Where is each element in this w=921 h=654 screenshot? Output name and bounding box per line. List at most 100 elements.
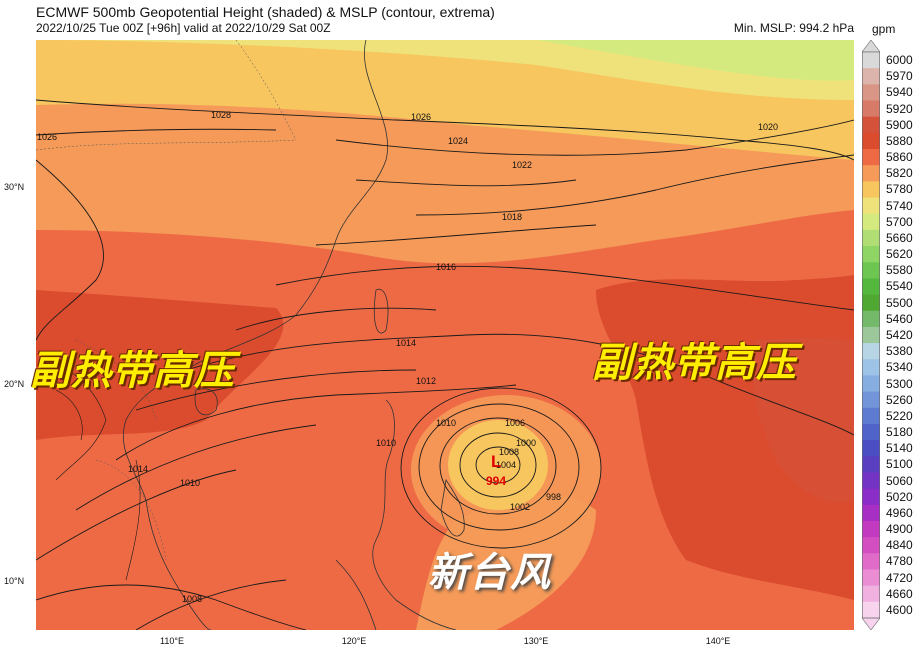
isobars xyxy=(36,99,854,630)
colorbar-tick-label: 5620 xyxy=(886,247,913,262)
band-5880-west xyxy=(36,290,284,440)
colorbar-cap-top xyxy=(861,39,881,53)
colorbar-swatch xyxy=(862,278,880,296)
colorbar-swatch xyxy=(862,423,880,441)
colorbar-swatch xyxy=(862,294,880,312)
colorbar-swatch xyxy=(862,488,880,506)
colorbar-tick-label: 5060 xyxy=(886,473,913,488)
isobar-label: 1008 xyxy=(182,594,203,604)
colorbar-swatch xyxy=(862,132,880,150)
lat-label: 20°N xyxy=(4,379,25,389)
isobar-label: 1010 xyxy=(436,418,457,428)
colorbar-swatch xyxy=(862,262,880,279)
lon-label: 120°E xyxy=(341,636,367,646)
colorbar-swatches xyxy=(861,39,881,631)
colorbar-tick-label: 5880 xyxy=(886,133,913,148)
colorbar-swatch xyxy=(862,84,880,102)
lon-label: 130°E xyxy=(523,636,549,646)
colorbar-swatch xyxy=(862,213,880,231)
colorbar-swatch xyxy=(862,181,880,199)
colorbar-swatch xyxy=(862,52,880,69)
band-5700 xyxy=(536,40,854,81)
min-mslp-readout: Min. MSLP: 994.2 hPa xyxy=(733,21,854,35)
isobar-label: 1010 xyxy=(376,438,397,448)
colorbar-swatch xyxy=(862,359,880,376)
isobar-label: 1014 xyxy=(128,464,149,474)
colorbar-tick-label: 5140 xyxy=(886,441,913,456)
colorbar-swatch xyxy=(862,569,880,587)
isobar-label: 1006 xyxy=(505,418,526,428)
low-symbol: L xyxy=(491,452,502,471)
colorbar-swatch xyxy=(862,440,880,457)
colorbar-tick-label: 5020 xyxy=(886,489,913,504)
colorbar-swatch xyxy=(862,343,880,360)
isobar-label: 1008 xyxy=(499,447,520,457)
annotation-ridge-east: 副热带高压 xyxy=(592,340,797,386)
colorbar-unit: gpm xyxy=(872,22,896,36)
colorbar-swatch xyxy=(862,229,880,247)
colorbar-tick-label: 5970 xyxy=(886,69,913,84)
isobar-label: 1018 xyxy=(502,212,523,222)
low-value: 994 xyxy=(486,474,507,488)
colorbar-tick-label: 5420 xyxy=(886,328,913,342)
colorbar-swatch xyxy=(862,310,880,328)
colorbar-swatch xyxy=(862,68,880,85)
colorbar-swatch xyxy=(862,407,880,425)
colorbar-swatch xyxy=(862,116,880,134)
colorbar-tick-label: 5660 xyxy=(886,230,913,245)
colorbar-tick-label: 5340 xyxy=(886,360,913,375)
topo-contours xyxy=(45,359,141,581)
colorbar-swatch xyxy=(862,197,880,215)
colorbar-tick-label: 5920 xyxy=(886,101,913,116)
colorbar-tick-label: 4780 xyxy=(886,554,913,569)
isobar-label: 1014 xyxy=(396,338,417,348)
colorbar-tick-label: 5380 xyxy=(886,344,913,359)
colorbar-tick-label: 5580 xyxy=(886,263,913,278)
colorbar-tick-label: 5860 xyxy=(886,150,913,165)
annotation-ridge-west: 副热带高压 xyxy=(30,348,235,394)
borders xyxy=(36,40,297,561)
annotation-new-typhoon: 新台风 xyxy=(428,550,551,596)
colorbar-tick-label: 5300 xyxy=(886,376,913,391)
colorbar xyxy=(861,39,881,631)
isobar-label: 1012 xyxy=(416,376,437,386)
colorbar-swatch xyxy=(862,601,880,619)
height-field-map xyxy=(36,40,854,630)
isobar-label: 1004 xyxy=(496,460,517,470)
colorbar-tick-label: 5100 xyxy=(886,457,913,472)
isobar-label: 1024 xyxy=(448,136,469,146)
band-5900-east xyxy=(752,337,854,503)
colorbar-cap-bottom xyxy=(861,617,881,631)
colorbar-swatch xyxy=(862,165,880,182)
lon-label: 140°E xyxy=(705,636,731,646)
colorbar-swatch xyxy=(862,246,880,263)
colorbar-tick-label: 5260 xyxy=(886,392,913,407)
isobar-label: 1010 xyxy=(180,478,201,488)
isobar-label: 1026 xyxy=(411,112,432,122)
colorbar-swatch xyxy=(862,553,880,570)
colorbar-tick-label: 6000 xyxy=(886,53,913,68)
typhoon-core xyxy=(448,420,548,510)
colorbar-swatch xyxy=(862,585,880,603)
isobar-label: 1016 xyxy=(436,262,457,272)
colorbar-tick-label: 5820 xyxy=(886,166,913,181)
isobar-label: 1002 xyxy=(510,502,531,512)
coastlines xyxy=(122,40,465,630)
colorbar-tick-label: 4660 xyxy=(886,586,913,601)
colorbar-outline xyxy=(862,51,880,619)
colorbar-tick-label: 4840 xyxy=(886,538,913,553)
colorbar-swatch xyxy=(862,472,880,490)
colorbar-swatch xyxy=(862,375,880,393)
colorbar-tick-label: 5700 xyxy=(886,214,913,229)
colorbar-swatch xyxy=(862,326,880,344)
colorbar-tick-label: 4600 xyxy=(886,602,913,617)
colorbar-tick-label: 5940 xyxy=(886,85,913,100)
isobar-label: 1022 xyxy=(512,160,533,170)
colorbar-swatch xyxy=(862,100,880,118)
colorbar-tick-label: 4720 xyxy=(886,570,913,585)
isobar-label: 1028 xyxy=(211,110,232,120)
colorbar-tick-label: 5500 xyxy=(886,295,913,310)
colorbar-tick-label: 5180 xyxy=(886,425,913,440)
isobar-label: 1000 xyxy=(516,438,537,448)
colorbar-swatch xyxy=(862,504,880,522)
